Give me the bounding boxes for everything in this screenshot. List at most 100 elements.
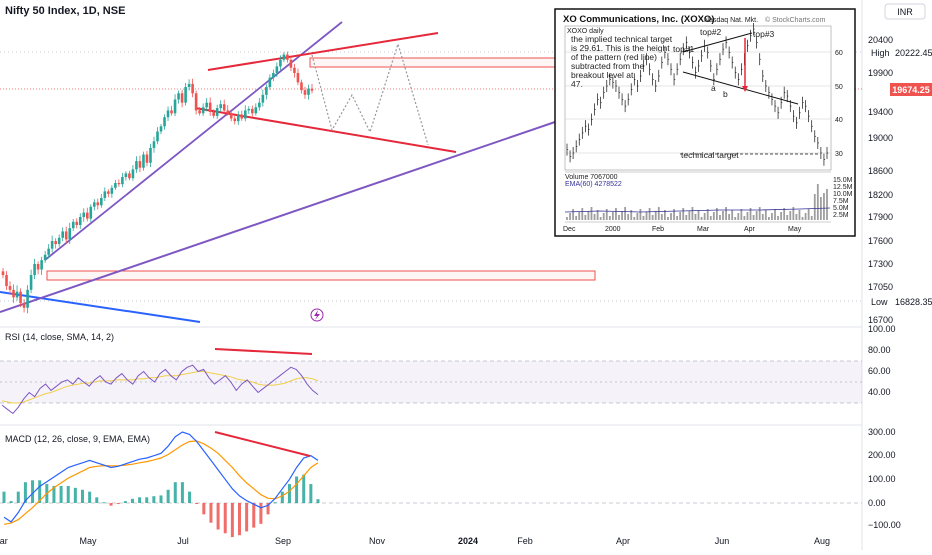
inset-volume-bar	[584, 215, 587, 220]
inset-xtick-mar: Mar	[697, 226, 710, 233]
candle-body	[131, 169, 135, 179]
inset-volume-bar	[602, 213, 605, 220]
candle-body	[254, 107, 258, 114]
macd-hist-bar	[138, 497, 142, 503]
candle-body	[219, 104, 223, 109]
candle-body	[75, 221, 79, 225]
candle-body	[265, 87, 268, 95]
rsi-tick: 40.00	[868, 387, 891, 397]
candle-body	[142, 154, 145, 168]
inset-volume-bars	[566, 184, 828, 220]
candle-body	[233, 118, 237, 122]
inset-volume-bar	[789, 211, 792, 220]
candle-body	[247, 108, 251, 111]
candle-body	[198, 110, 201, 114]
inset-volume-bar	[572, 209, 575, 220]
candle-body	[170, 110, 173, 114]
symbol-title: Nifty 50 Index, 1D, NSE	[5, 5, 125, 17]
high-badge: High 20222.45	[871, 48, 932, 58]
inset-volume-bar	[593, 214, 596, 220]
red-upper-trendline[interactable]	[207, 32, 439, 71]
time-tick: Aug	[814, 536, 830, 546]
currency-box[interactable]	[884, 3, 926, 20]
candle-body	[114, 183, 117, 188]
price-tick: 17050	[868, 282, 893, 292]
inset-volume-bar	[685, 215, 688, 220]
macd-hist-bar	[102, 502, 106, 504]
purple-long-trendline[interactable]	[0, 121, 556, 313]
candle-body	[272, 73, 275, 78]
candle-body	[180, 93, 184, 103]
inset-volume-bar	[786, 215, 789, 220]
macd-hist-bar	[245, 503, 249, 532]
inset-volume-bar	[798, 210, 801, 220]
time-axis: Mar May Jul Sep Nov 2024 Feb Apr Jun Aug	[0, 536, 830, 546]
candle-body	[68, 228, 72, 240]
inset-volume-bar	[624, 207, 627, 220]
inset-vtick-6: 2.5M	[833, 212, 849, 219]
purple-steep-trendline[interactable]	[44, 21, 343, 261]
candle-body	[92, 202, 96, 207]
inset-price-area	[564, 25, 832, 171]
lightning-icon	[314, 310, 320, 320]
rsi-divergence-line[interactable]	[214, 348, 313, 355]
candle-body	[201, 107, 205, 114]
macd-divergence-line[interactable]	[214, 431, 311, 457]
inset-volume-bar	[728, 214, 731, 220]
candle-body	[5, 275, 8, 287]
candle-body	[212, 112, 215, 116]
inset-volume-bar	[569, 213, 571, 220]
inset-volume-bar	[630, 210, 633, 220]
inset-volume-bar	[679, 212, 682, 220]
candle-body	[215, 108, 219, 116]
candle-body	[82, 212, 86, 217]
inset-volume-bar	[767, 217, 770, 220]
candle-body	[293, 67, 296, 73]
inset-vtick-4: 7.5M	[833, 198, 849, 205]
candle-body	[15, 291, 19, 298]
candle-body	[243, 110, 247, 119]
macd-line	[3, 431, 319, 523]
inset-volume-bar	[608, 216, 611, 220]
inset-volume-bar	[697, 210, 700, 220]
candle-body	[261, 94, 265, 103]
inset-frame	[554, 8, 856, 237]
inset-volume-bar	[642, 216, 645, 220]
candle-body	[121, 177, 124, 185]
inset-volume-bar	[682, 208, 685, 220]
macd-hist-bar	[9, 501, 13, 503]
inset-volume-bar	[667, 217, 669, 220]
inset-ytick-40: 40	[835, 117, 843, 124]
candle-body	[71, 221, 75, 229]
rsi-tick: 80.00	[868, 345, 891, 355]
inset-volume-bar	[596, 210, 599, 220]
macd-hist-bar	[52, 485, 56, 503]
inset-xtick-dec: Dec	[563, 226, 576, 233]
rsi-tick: 60.00	[868, 366, 891, 376]
blue-trendline[interactable]	[0, 291, 201, 323]
macd-hist-bar	[130, 498, 134, 503]
candle-body	[240, 114, 244, 119]
macd-hist-bar	[31, 480, 35, 503]
event-flash-icon[interactable]	[310, 308, 324, 322]
currency-label[interactable]: INR	[897, 7, 913, 17]
inset-volume-bar	[813, 194, 816, 220]
inset-vtick-1: 15.0M	[833, 177, 853, 184]
price-tick: 17600	[868, 236, 893, 246]
candle-body	[54, 241, 57, 245]
inset-note-6: 47.	[571, 79, 583, 89]
inset-volume-bar	[725, 207, 727, 220]
inset-volume-bar	[780, 212, 783, 220]
macd-hist-bar	[88, 491, 92, 503]
candle-body	[43, 254, 47, 261]
support-zone-box[interactable]	[46, 270, 596, 281]
inset-ytick-60: 60	[835, 50, 843, 57]
candle-body	[307, 88, 310, 95]
macd-hist-bar	[81, 489, 84, 503]
candle-body	[57, 237, 61, 245]
inset-volume-bar	[660, 214, 663, 220]
candle-body	[303, 90, 307, 95]
resistance-zone-box[interactable]	[309, 57, 561, 68]
inset-volume-bar	[618, 215, 620, 220]
